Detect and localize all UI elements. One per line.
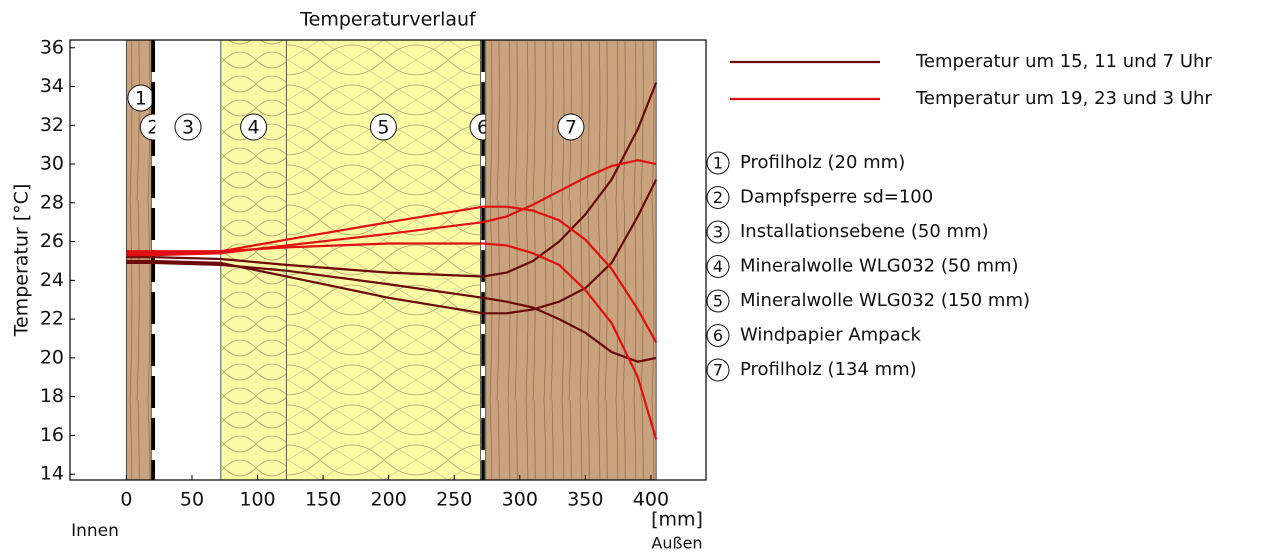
x-tick-label: 0 bbox=[120, 489, 132, 511]
x-tick-label: 400 bbox=[633, 489, 669, 511]
y-tick-label: 18 bbox=[40, 385, 64, 407]
layer-name: Installationsebene (50 mm) bbox=[740, 221, 989, 242]
y-axis-label: Temperatur [°C] bbox=[11, 184, 33, 338]
plot-frame bbox=[69, 39, 707, 481]
layer-texture bbox=[485, 40, 657, 480]
legend-number: 4 bbox=[713, 257, 723, 276]
legend: 1 Profilholz (20 mm) 2 Dampfsperre sd=100 3 I… bbox=[706, 51, 1212, 382]
temperature-line bbox=[126, 82, 658, 278]
layer-number-circle bbox=[557, 113, 585, 141]
x-tick-label: 350 bbox=[567, 489, 603, 511]
layers: 12 3 4 5 6 7 bbox=[125, 39, 657, 481]
legend-number-circle bbox=[706, 151, 730, 175]
legend-number-circle bbox=[706, 324, 730, 347]
x-left-label: Innen bbox=[71, 521, 119, 541]
legend-number-circle bbox=[706, 220, 730, 244]
temperature-line bbox=[126, 242, 658, 440]
temperature-line bbox=[126, 261, 657, 363]
layer-number: 4 bbox=[248, 117, 260, 139]
legend-label: Temperatur um 19, 23 und 3 Uhr bbox=[915, 88, 1212, 109]
layer-number: 5 bbox=[377, 117, 389, 139]
y-tick-label: 34 bbox=[40, 75, 64, 97]
layer-name: Profilholz (134 mm) bbox=[740, 359, 917, 380]
y-tick-label: 30 bbox=[40, 153, 64, 175]
legend-number-circle bbox=[706, 255, 730, 278]
legend-number: 2 bbox=[713, 188, 723, 207]
layer-name: Profilholz (20 mm) bbox=[740, 152, 905, 173]
layer-name: Windpapier Ampack bbox=[740, 325, 922, 346]
x-tick-label: 100 bbox=[239, 489, 275, 511]
legend-label: Temperatur um 15, 11 und 7 Uhr bbox=[915, 51, 1212, 72]
layer-number: 7 bbox=[565, 117, 577, 139]
legend-number: 1 bbox=[713, 154, 723, 173]
legend-number: 3 bbox=[713, 223, 723, 242]
y-tick-label: 28 bbox=[40, 191, 64, 213]
temperature-line bbox=[126, 159, 657, 257]
layer-number-circle bbox=[369, 113, 397, 141]
y-tick-label: 36 bbox=[40, 36, 64, 58]
layer-number: 1 bbox=[135, 88, 147, 110]
x-right-label: Außen bbox=[651, 534, 702, 552]
y-tick-label: 32 bbox=[40, 114, 64, 136]
temperature-line bbox=[126, 179, 658, 315]
y-tick-label: 14 bbox=[40, 463, 64, 485]
y-tick-label: 22 bbox=[40, 308, 64, 330]
legend-number-circle bbox=[706, 289, 730, 313]
layer-name: Mineralwolle WLG032 (50 mm) bbox=[740, 256, 1019, 277]
chart-title: Temperaturverlauf bbox=[299, 9, 477, 31]
layer-texture bbox=[286, 40, 481, 480]
x-tick-label: 300 bbox=[502, 489, 538, 511]
y-tick-label: 20 bbox=[40, 346, 64, 368]
legend-number: 6 bbox=[713, 326, 723, 345]
x-tick-label: 50 bbox=[180, 489, 204, 511]
layer-number: 3 bbox=[182, 117, 194, 139]
layer-name: Dampfsperre sd=100 bbox=[740, 187, 933, 208]
layer-number-circle bbox=[240, 113, 268, 141]
x-tick-label: 200 bbox=[371, 489, 407, 511]
y-tick-label: 24 bbox=[40, 269, 64, 291]
layer-number-circle bbox=[174, 113, 202, 141]
x-tick-label: 250 bbox=[436, 489, 472, 511]
y-tick-label: 16 bbox=[40, 424, 64, 446]
lines bbox=[126, 82, 658, 440]
layer-name: Mineralwolle WLG032 (150 mm) bbox=[740, 290, 1030, 311]
legend-number: 5 bbox=[713, 292, 723, 311]
y-tick-label: 26 bbox=[40, 230, 64, 252]
x-unit-label: [mm] bbox=[651, 509, 703, 531]
legend-number-circle bbox=[706, 186, 730, 209]
x-tick-label: 150 bbox=[305, 489, 341, 511]
layer-band bbox=[155, 40, 221, 480]
legend-number: 7 bbox=[713, 361, 723, 380]
legend-number-circle bbox=[706, 358, 730, 382]
